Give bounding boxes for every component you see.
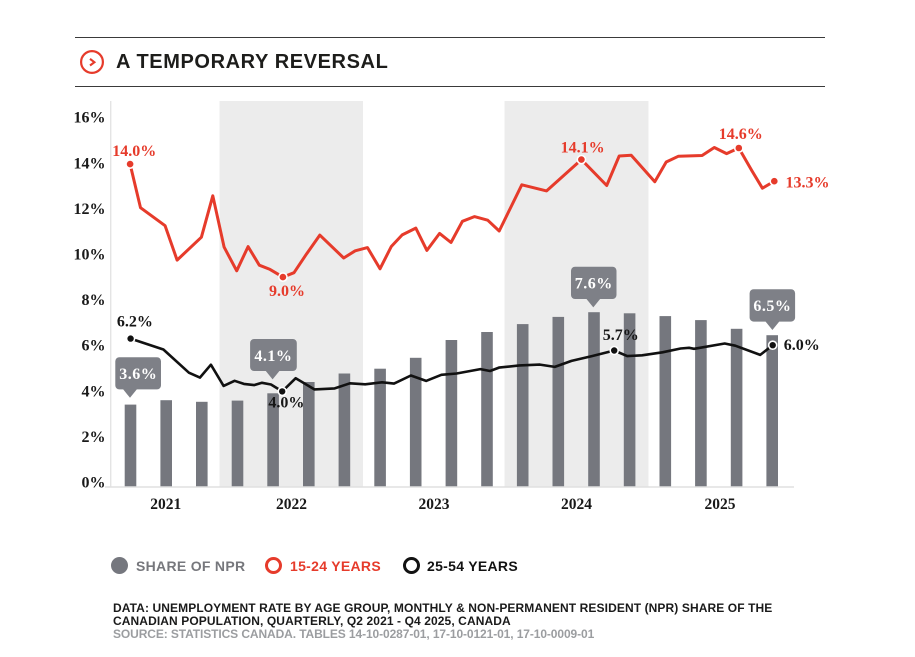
svg-text:6.5%: 6.5% xyxy=(753,298,791,315)
svg-text:8%: 8% xyxy=(82,292,106,309)
svg-text:4%: 4% xyxy=(82,383,106,400)
svg-text:6.2%: 6.2% xyxy=(117,314,153,331)
svg-text:5.7%: 5.7% xyxy=(603,327,639,344)
svg-text:4.1%: 4.1% xyxy=(254,348,292,365)
svg-text:12%: 12% xyxy=(74,201,106,218)
svg-text:6%: 6% xyxy=(82,338,106,355)
svg-text:14.6%: 14.6% xyxy=(719,126,763,143)
svg-text:14%: 14% xyxy=(74,155,106,172)
svg-text:7.6%: 7.6% xyxy=(575,276,613,293)
svg-text:2%: 2% xyxy=(82,429,106,446)
svg-text:14.1%: 14.1% xyxy=(561,140,605,157)
svg-text:2023: 2023 xyxy=(419,496,450,513)
svg-text:2021: 2021 xyxy=(150,496,181,513)
svg-text:2024: 2024 xyxy=(561,496,592,513)
svg-text:2025: 2025 xyxy=(705,496,736,513)
svg-text:14.0%: 14.0% xyxy=(112,143,156,160)
svg-text:9.0%: 9.0% xyxy=(269,283,305,300)
svg-text:3.6%: 3.6% xyxy=(119,366,157,383)
svg-text:2022: 2022 xyxy=(276,496,307,513)
svg-text:10%: 10% xyxy=(74,247,106,264)
svg-text:13.3%: 13.3% xyxy=(786,175,830,192)
svg-text:4.0%: 4.0% xyxy=(268,395,304,412)
svg-text:6.0%: 6.0% xyxy=(784,337,820,354)
svg-text:0%: 0% xyxy=(82,475,106,492)
svg-text:16%: 16% xyxy=(74,110,106,127)
